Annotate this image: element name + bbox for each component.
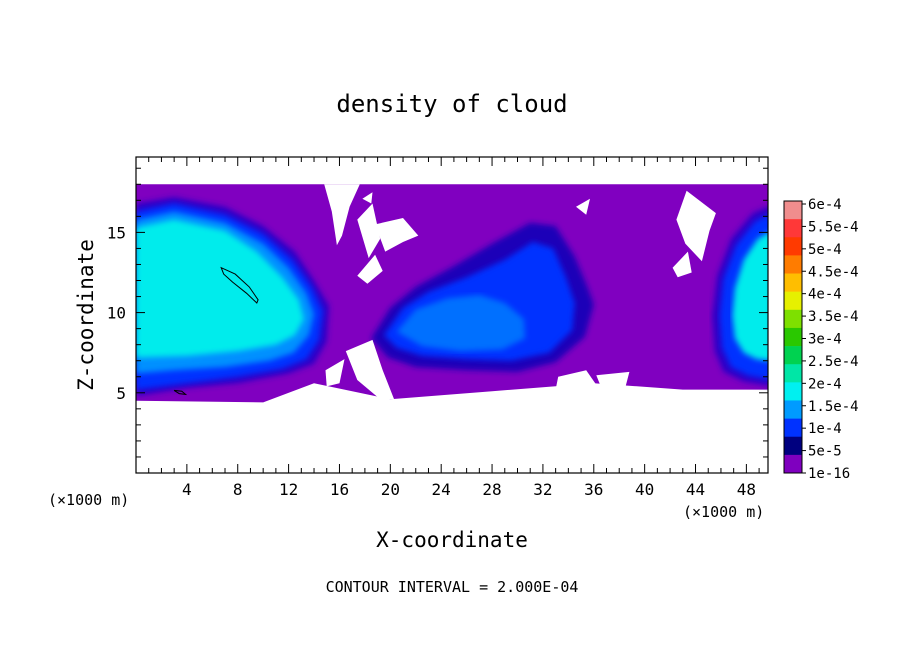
colorbar-swatch (784, 382, 802, 401)
density-region-left-cell-core (136, 219, 304, 358)
colorbar-swatch (784, 273, 802, 292)
x-tick-label: 48 (737, 480, 756, 499)
contour-loop-2 (173, 389, 188, 396)
colorbar-swatch (784, 291, 802, 311)
colorbar-label: 5e-5 (808, 444, 842, 460)
colorbar-swatch (784, 255, 802, 274)
contour-loop-1 (220, 266, 259, 304)
colorbar-label: 4.5e-4 (808, 264, 859, 280)
contour-lines (173, 266, 259, 396)
colorbar-swatch (784, 436, 802, 456)
x-tick-label: 28 (482, 480, 501, 499)
colorbar-frame (783, 200, 803, 474)
y-tick-label: 10 (107, 304, 126, 323)
colorbar: 6e-4 5.5e-4 5e-4 4.5e-4 4e-4 3.5e-4 3e-4 2.5e-4… (783, 197, 859, 482)
cloud-gap-8 (596, 371, 630, 388)
colorbar-swatch (784, 346, 802, 365)
cloud-gap-9 (676, 190, 716, 262)
colorbar-swatch (784, 364, 802, 383)
y-tick-label: 5 (116, 384, 126, 403)
colorbar-label: 5.5e-4 (808, 219, 859, 235)
x-axis-label: X-coordinate (376, 528, 528, 552)
colorbar-swatch (784, 327, 802, 347)
cloud-gap-2 (357, 203, 381, 259)
cloud-gap-7 (555, 370, 597, 392)
x-tick-label: 16 (330, 480, 349, 499)
colorbar-label: 6e-4 (808, 197, 842, 213)
cloud-gap-5 (345, 339, 395, 400)
contour-interval-note: CONTOUR INTERVAL = 2.000E-04 (326, 578, 579, 596)
x-tick-label: 40 (635, 480, 654, 499)
cloud-gap-1 (324, 184, 360, 246)
plot-frame (135, 156, 769, 474)
colorbar-swatch (784, 309, 802, 329)
cloud-gap-6 (325, 359, 345, 387)
colorbar-swatch (784, 237, 802, 256)
x-tick-label: 8 (233, 480, 243, 499)
colorbar-label: 2.5e-4 (808, 354, 859, 370)
colorbar-label: 5e-4 (808, 242, 842, 258)
x-tick-label: 24 (432, 480, 451, 499)
cloud-free-gaps (324, 184, 716, 400)
colorbar-swatch (784, 400, 802, 419)
x-tick-label: 20 (381, 480, 400, 499)
x-unit-label-left: (×1000 m) (48, 491, 129, 509)
x-tick-label: 4 (182, 480, 192, 499)
colorbar-swatch (784, 219, 802, 238)
density-field (136, 184, 768, 403)
colorbar-label: 4e-4 (808, 287, 842, 303)
density-region-middle-cell-mid (396, 294, 526, 352)
x-tick-label: 32 (533, 480, 552, 499)
colorbar-swatch (784, 418, 802, 438)
cloud-gap-11 (576, 198, 590, 215)
x-unit-label-right: (×1000 m) (683, 503, 764, 521)
colorbar-swatch (784, 454, 802, 474)
chart-title: density of cloud (336, 90, 567, 118)
colorbar-swatch (784, 201, 802, 220)
colorbar-label: 3e-4 (808, 332, 842, 348)
x-tick-label: 44 (686, 480, 705, 499)
colorbar-label: 3.5e-4 (808, 309, 859, 325)
y-axis-label: Z-coordinate (74, 239, 98, 391)
x-tick-label: 12 (279, 480, 298, 499)
density-region-right-cell-core (732, 232, 768, 361)
cloud-gap-4 (357, 254, 383, 284)
cloud-gap-10 (672, 251, 692, 278)
cloud-gap-12 (362, 192, 373, 204)
colorbar-label: 2e-4 (808, 376, 842, 392)
colorbar-label: 1.5e-4 (808, 399, 859, 415)
x-tick-label: 36 (584, 480, 603, 499)
cloud-gap-3 (375, 218, 419, 252)
colorbar-label: 1e-16 (808, 466, 850, 482)
colorbar-label: 1e-4 (808, 421, 842, 437)
y-tick-label: 15 (107, 223, 126, 242)
